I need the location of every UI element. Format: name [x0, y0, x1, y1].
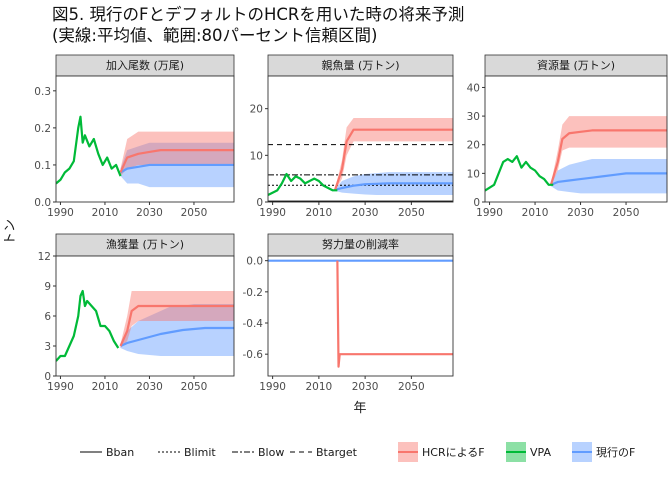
y-tick-label: 0 — [473, 197, 480, 209]
y-tick-label: -0.6 — [243, 349, 264, 361]
panel-2: 親魚量 (万トン) 0 10 20 1990 2010 2030 2050 — [250, 54, 454, 219]
panel-border — [267, 75, 454, 203]
y-tick-label: 0.2 — [34, 123, 51, 135]
panel-4: 漁獲量 (万トン) 0 3 6 9 12 1990 2010 2030 2050 — [38, 233, 235, 393]
current-f-mean-line — [550, 172, 667, 186]
plot-area — [268, 76, 453, 202]
vpa-line — [56, 115, 122, 185]
facet-strip-label: 加入尾数 (万尾) — [106, 59, 184, 72]
y-tick-label: 20 — [250, 104, 263, 116]
vpa-line — [56, 289, 120, 362]
x-axis-title: 年 — [353, 401, 366, 416]
facet-strip-label: 漁獲量 (万トン) — [106, 237, 184, 251]
panel-border — [267, 255, 454, 377]
current-f-mean-line — [334, 182, 453, 191]
series-layer — [56, 289, 234, 362]
hcr-mean-line — [334, 128, 453, 191]
x-tick-label: 2030 — [136, 207, 163, 219]
x-tick-label: 2050 — [398, 207, 425, 219]
x-tick-label: 1990 — [47, 381, 74, 393]
hcr-mean-line — [549, 129, 667, 186]
legend-series-label: VPA — [530, 446, 551, 459]
hcr-band — [550, 116, 667, 187]
hcr-mean-line — [119, 149, 234, 173]
hcr-mean-line — [336, 260, 453, 368]
plot-area — [56, 256, 234, 376]
x-tick-label: 1990 — [259, 207, 286, 219]
facet-strip-label: 努力量の削減率 — [322, 237, 399, 251]
x-tick-label: 2010 — [92, 381, 119, 393]
series-layer — [268, 118, 453, 202]
legend-label-blimit: Blimit — [184, 446, 216, 459]
hcr-mean-line — [119, 304, 234, 347]
plot-area — [268, 256, 453, 376]
current-f-mean-line — [119, 163, 234, 174]
legend-series-label: 現行のF — [596, 446, 635, 459]
y-tick-label: 20 — [467, 140, 480, 152]
legend-series-label: HCRによるF — [422, 446, 485, 459]
y-tick-label: 10 — [467, 168, 480, 180]
y-tick-label: -0.4 — [243, 318, 264, 330]
x-tick-label: 2010 — [306, 207, 333, 219]
chart-subtitle: (実線:平均値、範囲:80パーセント信頼区間) — [52, 26, 378, 45]
vpa-line — [485, 155, 554, 192]
legend-label-bban: Bban — [106, 446, 134, 459]
y-tick-label: 0.0 — [246, 256, 263, 268]
current-f-mean-line — [120, 326, 234, 348]
x-tick-label: 2030 — [567, 207, 594, 219]
y-tick-label: 40 — [467, 82, 480, 94]
legend-label-btarget: Btarget — [316, 446, 358, 459]
y-tick-label: 9 — [44, 281, 51, 293]
x-tick-label: 2030 — [136, 381, 163, 393]
y-tick-label: 12 — [38, 251, 51, 263]
x-tick-label: 2050 — [181, 381, 208, 393]
x-tick-label: 1990 — [47, 207, 74, 219]
x-tick-label: 2010 — [306, 381, 333, 393]
chart-title: 図5. 現行のFとデフォルトのHCRを用いた時の将来予測 — [52, 5, 465, 24]
series-layer — [268, 259, 453, 368]
legend: Bban Blimit Blow Btarget HCRによるF VPA 現行のF — [80, 442, 635, 462]
y-tick-label: 0 — [44, 371, 51, 383]
x-tick-label: 2050 — [181, 207, 208, 219]
series-layer — [56, 115, 234, 188]
plot-area — [485, 76, 667, 202]
x-tick-label: 2010 — [522, 207, 549, 219]
series-layer — [485, 116, 667, 194]
y-axis-title: トン — [3, 219, 18, 245]
panel-border — [484, 75, 668, 203]
y-tick-label: 0 — [256, 197, 263, 209]
panel-1: 加入尾数 (万尾) 0.0 0.1 0.2 0.3 1990 2010 2030 2050 — [34, 54, 235, 219]
vpa-line — [268, 172, 338, 196]
y-tick-label: 0.0 — [34, 197, 51, 209]
y-tick-label: 30 — [467, 111, 480, 123]
facet-strip-label: 親魚量 (万トン) — [321, 59, 399, 72]
y-tick-label: 3 — [44, 341, 51, 353]
x-tick-label: 2030 — [352, 381, 379, 393]
legend-label-blow: Blow — [258, 446, 284, 459]
y-tick-label: 10 — [250, 150, 263, 162]
y-tick-label: 0.3 — [34, 86, 51, 98]
hcr-band — [335, 118, 453, 191]
x-tick-label: 2030 — [352, 207, 379, 219]
panel-border — [55, 75, 235, 203]
x-tick-label: 1990 — [476, 207, 503, 219]
x-tick-label: 1990 — [259, 381, 286, 393]
y-tick-label: 0.1 — [34, 160, 51, 172]
y-tick-label: 6 — [44, 311, 51, 323]
panel-5: 努力量の削減率 0.0 -0.2 -0.4 -0.6 1990 2010 2030 2050 — [243, 233, 454, 393]
x-tick-label: 2050 — [398, 381, 425, 393]
facet-strip-label: 資源量 (万トン) — [537, 58, 615, 72]
x-tick-label: 2050 — [613, 207, 640, 219]
x-tick-label: 2010 — [92, 207, 119, 219]
y-tick-label: -0.2 — [243, 287, 264, 299]
